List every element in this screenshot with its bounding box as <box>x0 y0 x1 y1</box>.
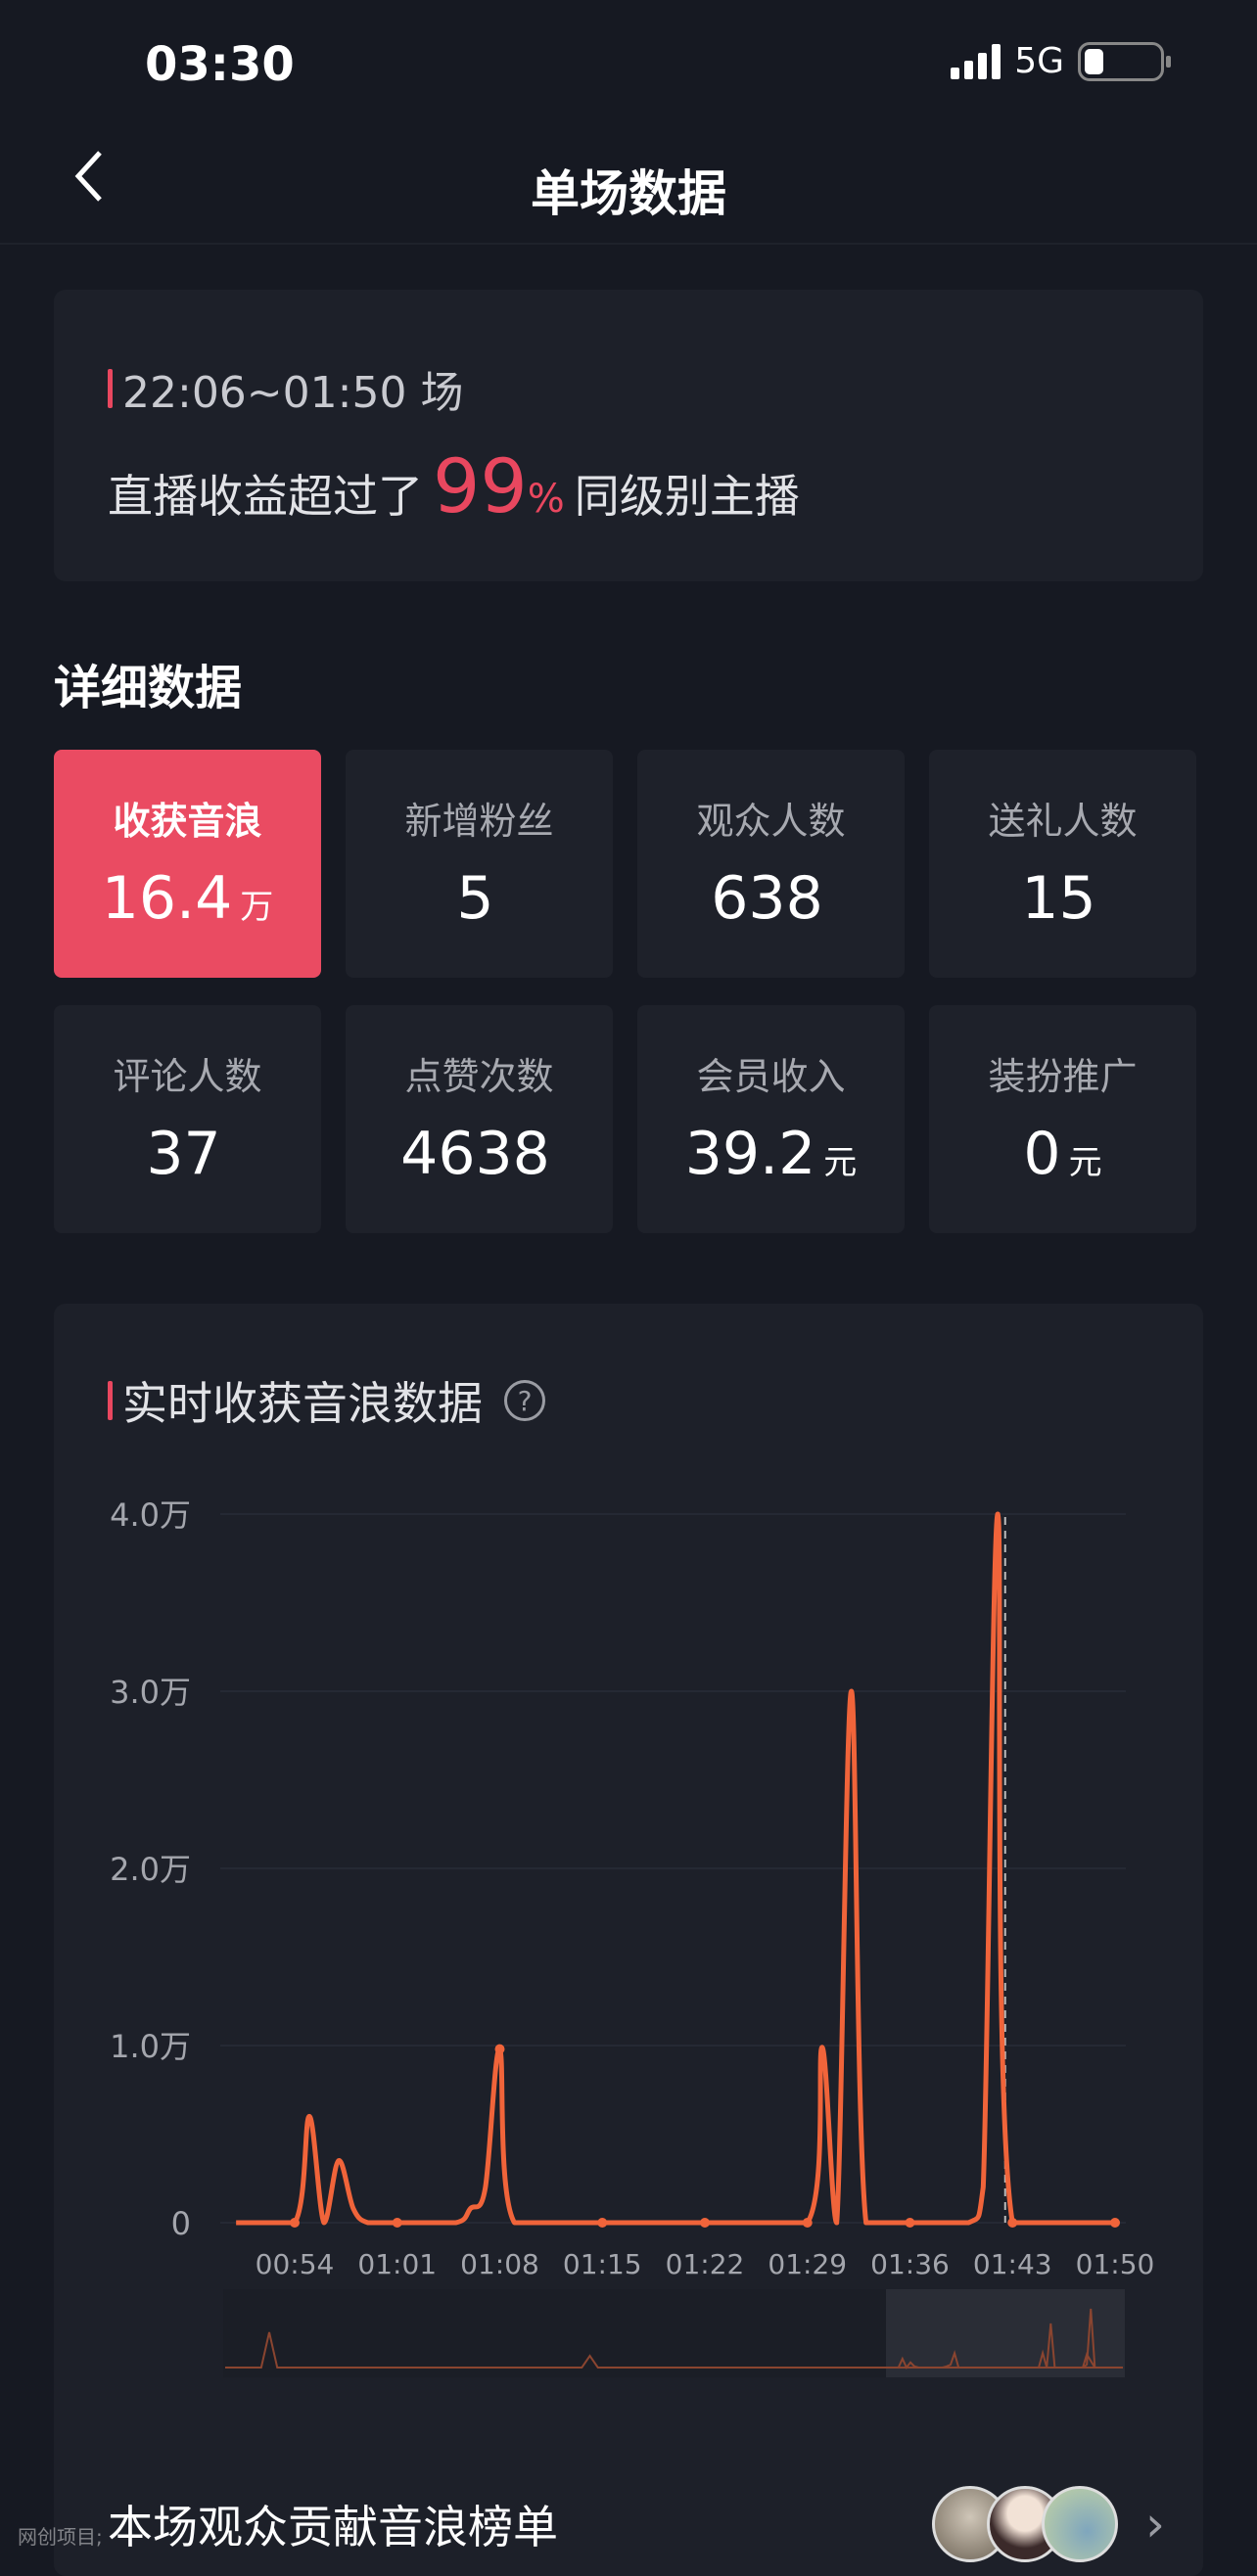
metric-label: 评论人数 <box>113 1055 262 1098</box>
metric-label: 点赞次数 <box>404 1055 554 1098</box>
data-point <box>802 2218 813 2228</box>
accent-bar <box>108 369 113 408</box>
metric-unit: 元 <box>823 1143 858 1182</box>
metric-number: 39.2 <box>684 1120 816 1188</box>
data-point <box>392 2218 402 2228</box>
metric-number: 37 <box>146 1120 221 1188</box>
rank-suffix: 同级别主播 <box>574 470 800 523</box>
y-tick-label: 4.0万 <box>110 1496 191 1534</box>
y-tick-label: 0 <box>171 2205 191 2242</box>
metric-label: 装扮推广 <box>988 1055 1138 1098</box>
x-tick-label: 01:01 <box>357 2248 437 2280</box>
chart-title-label: 实时收获音浪数据 <box>122 1377 483 1430</box>
metric-tile[interactable]: 新增粉丝 5 <box>346 750 613 978</box>
chevron-right-icon: › <box>1145 2496 1165 2553</box>
accent-bar <box>108 1381 113 1420</box>
top-contributors: › <box>932 2486 1165 2562</box>
data-point <box>597 2218 608 2228</box>
nav-divider <box>0 243 1257 245</box>
metric-label: 会员收入 <box>696 1055 846 1098</box>
x-tick-label: 01:15 <box>563 2248 642 2280</box>
metric-tile[interactable]: 评论人数 37 <box>54 1005 321 1233</box>
status-icons: 5G <box>951 41 1171 81</box>
metric-unit: 元 <box>1068 1143 1102 1182</box>
metric-number: 4638 <box>400 1120 550 1188</box>
data-point <box>290 2218 300 2228</box>
metric-value: 15 <box>929 864 1196 933</box>
network-type: 5G <box>1014 41 1064 81</box>
metric-tile[interactable]: 收获音浪 16.4 万 <box>54 750 321 978</box>
metric-number: 15 <box>1021 864 1096 933</box>
metric-value: 39.2 元 <box>637 1120 905 1188</box>
metric-label: 观众人数 <box>696 800 846 843</box>
series-line <box>236 1511 1115 2226</box>
x-tick-label: 01:50 <box>1076 2248 1155 2280</box>
metric-number: 16.4 <box>101 864 233 933</box>
navigator-line <box>225 2308 1123 2369</box>
data-point <box>494 2044 505 2054</box>
status-time: 03:30 <box>145 37 295 92</box>
metric-label: 收获音浪 <box>113 800 262 843</box>
y-tick-label: 1.0万 <box>110 2028 191 2065</box>
leaderboard-row[interactable]: 本场观众贡献音浪榜单 › <box>108 2486 1165 2562</box>
back-button[interactable] <box>70 147 106 220</box>
metric-value: 638 <box>637 864 905 933</box>
metric-label: 送礼人数 <box>988 800 1138 843</box>
x-tick-label: 01:36 <box>870 2248 950 2280</box>
data-point <box>1110 2218 1120 2228</box>
metric-value: 37 <box>54 1120 321 1188</box>
leaderboard-label: 本场观众贡献音浪榜单 <box>108 2501 558 2553</box>
metric-value: 16.4 万 <box>54 864 321 933</box>
rank-percent-sign: % <box>527 477 565 522</box>
metric-unit: 万 <box>240 888 274 927</box>
session-label: 22:06~01:50 场 <box>122 368 464 418</box>
data-point <box>1007 2218 1018 2228</box>
chart-title: 实时收获音浪数据 ? <box>108 1368 545 1433</box>
metric-value: 5 <box>346 864 613 933</box>
summary-card <box>54 290 1203 581</box>
metric-tile[interactable]: 会员收入 39.2 元 <box>637 1005 905 1233</box>
x-tick-label: 00:54 <box>256 2248 335 2280</box>
metric-number: 5 <box>456 864 494 933</box>
metric-number: 638 <box>711 864 823 933</box>
signal-icon <box>951 43 1001 79</box>
x-tick-label: 01:22 <box>666 2248 745 2280</box>
x-tick-label: 01:43 <box>973 2248 1052 2280</box>
metric-label: 新增粉丝 <box>404 800 554 843</box>
chevron-left-icon <box>74 151 102 202</box>
y-tick-label: 3.0万 <box>110 1674 191 1711</box>
x-tick-label: 01:08 <box>460 2248 539 2280</box>
y-tick-label: 2.0万 <box>110 1851 191 1888</box>
metric-tile[interactable]: 送礼人数 15 <box>929 750 1196 978</box>
metric-tile[interactable]: 观众人数 638 <box>637 750 905 978</box>
details-title: 详细数据 <box>54 661 243 715</box>
rank-percent: 99 <box>433 442 528 529</box>
data-point <box>905 2218 915 2228</box>
avatar <box>1042 2486 1118 2562</box>
metric-tile[interactable]: 点赞次数 4638 <box>346 1005 613 1233</box>
x-tick-label: 01:29 <box>768 2248 847 2280</box>
metric-number: 0 <box>1023 1120 1061 1188</box>
metric-value: 4638 <box>346 1120 613 1188</box>
watermark: 网创项目; <box>18 2525 103 2549</box>
page-title: 单场数据 <box>531 165 726 222</box>
battery-icon <box>1078 41 1171 81</box>
data-point <box>700 2218 710 2228</box>
question-circle-icon[interactable]: ? <box>504 1380 545 1421</box>
rank-text: 直播收益超过了 99 % 同级别主播 <box>108 442 800 529</box>
revenue-chart: 0 1.0万 2.0万 3.0万 4.0万 00:54 01:01 01:08 01:15 01:… <box>110 1496 1155 2377</box>
rank-prefix: 直播收益超过了 <box>108 470 423 523</box>
session-time: 22:06~01:50 场 <box>108 357 463 420</box>
